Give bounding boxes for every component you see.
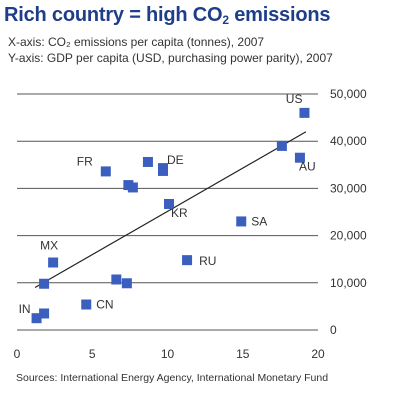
y-tick-label: 10,000 <box>330 276 367 290</box>
data-point <box>299 107 310 118</box>
point-label: SA <box>251 214 267 228</box>
x-tick-label: 10 <box>161 347 175 361</box>
trendline <box>34 131 307 289</box>
x-tick-label: 5 <box>89 347 96 361</box>
subtitle-x-axis-line: X-axis: CO₂ emissions per capita (tonnes… <box>8 35 265 49</box>
data-point <box>100 166 111 177</box>
y-tick-label: 20,000 <box>330 229 367 243</box>
data-point <box>39 278 50 289</box>
point-label: FR <box>77 154 93 168</box>
point-label: RU <box>199 254 216 268</box>
y-tick-label: 50,000 <box>330 87 367 101</box>
data-point <box>48 257 59 268</box>
y-tick-label: 40,000 <box>330 134 367 148</box>
data-point <box>142 156 153 167</box>
data-point <box>182 255 193 266</box>
chart-source: Sources: International Energy Agency, In… <box>16 372 329 384</box>
data-point <box>164 198 175 209</box>
point-label: US <box>286 92 303 106</box>
point-label: DE <box>167 153 184 167</box>
chart-title: Rich country = high CO2 emissions <box>4 4 331 27</box>
chart-subtitle: X-axis: CO₂ emissions per capita (tonnes… <box>8 34 396 66</box>
data-point <box>81 299 92 310</box>
x-tick-label: 15 <box>236 347 250 361</box>
data-point <box>111 274 122 285</box>
data-point <box>121 278 132 289</box>
data-point <box>39 308 50 319</box>
data-point <box>127 182 138 193</box>
y-tick-label: 30,000 <box>330 181 367 195</box>
data-point <box>294 152 305 163</box>
point-label: CN <box>96 298 113 312</box>
point-label: AU <box>299 160 316 174</box>
x-tick-label: 0 <box>14 347 21 361</box>
subtitle-y-axis-line: Y-axis: GDP per capita (USD, purchasing … <box>8 51 333 65</box>
data-point <box>31 313 42 324</box>
data-point <box>157 163 168 174</box>
data-point <box>236 216 247 227</box>
point-label: MX <box>40 239 58 253</box>
x-tick-label: 20 <box>311 347 325 361</box>
point-label: KR <box>171 206 188 220</box>
y-tick-label: 0 <box>330 323 337 337</box>
point-label: IN <box>19 302 31 316</box>
data-point <box>276 140 287 151</box>
